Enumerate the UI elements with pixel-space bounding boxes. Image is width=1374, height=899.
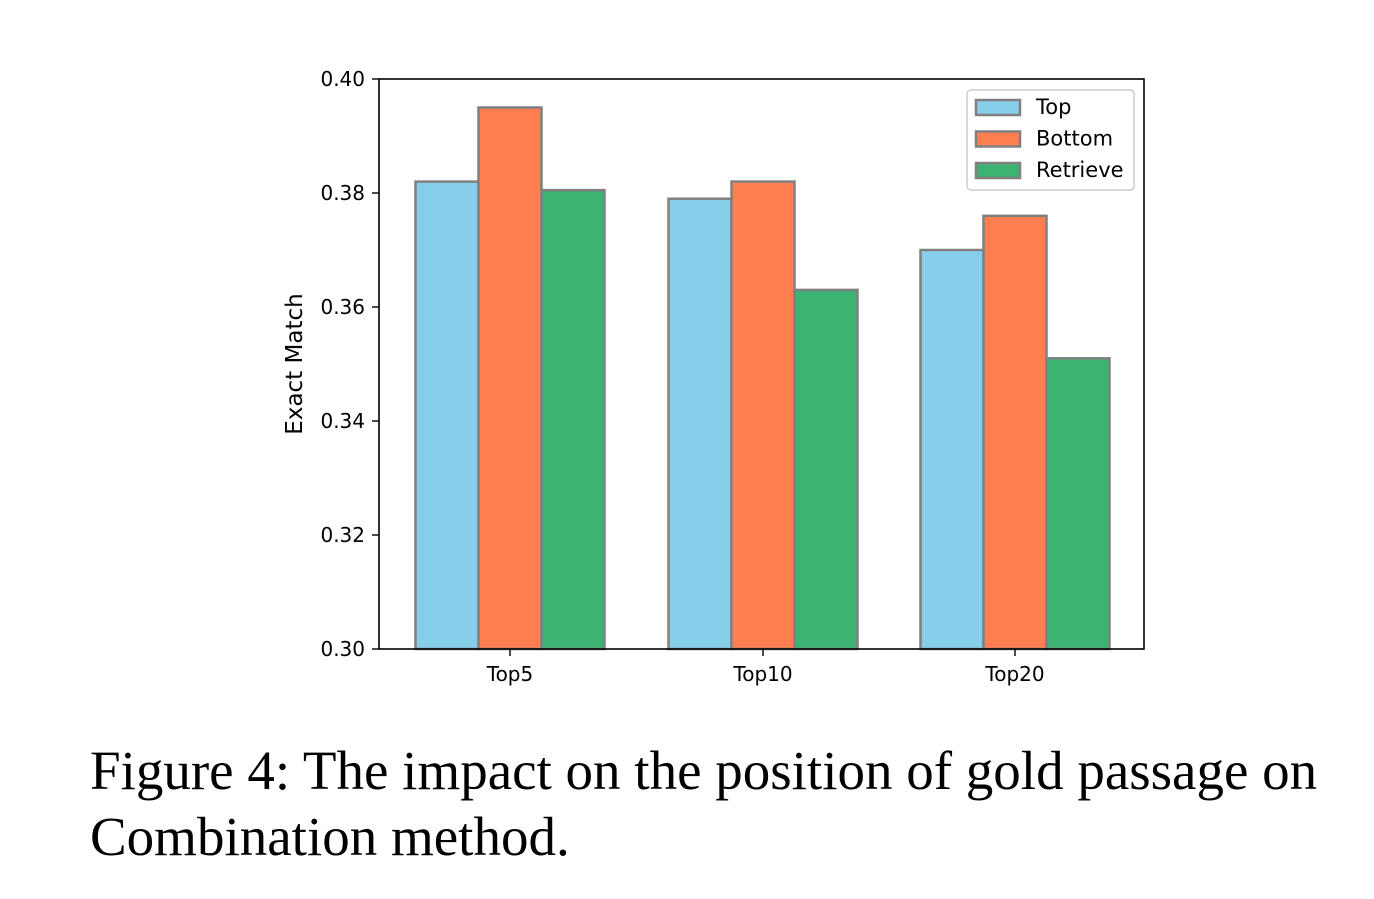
y-tick-label: 0.40 bbox=[320, 67, 365, 91]
bar-top-top10 bbox=[667, 197, 733, 651]
y-axis-label: Exact Match bbox=[282, 293, 308, 434]
legend-swatch-bottom bbox=[974, 130, 1022, 148]
legend-swatch-retrieve bbox=[974, 161, 1022, 180]
bar-top-top5 bbox=[414, 180, 480, 651]
y-tick-label: 0.34 bbox=[320, 409, 365, 433]
y-tick-label: 0.30 bbox=[320, 637, 365, 661]
figure-caption: Figure 4: The impact on the position of … bbox=[90, 740, 1318, 867]
y-axis: 0.30 0.32 0.34 0.36 0.38 0.40 bbox=[320, 67, 379, 661]
bar-bottom-top5 bbox=[477, 106, 543, 651]
y-tick-label: 0.36 bbox=[320, 295, 365, 319]
legend-label-bottom: Bottom bbox=[1036, 127, 1113, 151]
x-axis: Top5 Top10 Top20 bbox=[486, 649, 1045, 686]
legend-label-retrieve: Retrieve bbox=[1036, 158, 1124, 182]
legend-swatch-top bbox=[974, 98, 1022, 117]
y-tick-label: 0.32 bbox=[320, 523, 365, 547]
legend-label-top: Top bbox=[1035, 95, 1071, 119]
bar-chart: 0.300.320.340.360.380.40 Top5 Top10 Top20 … bbox=[282, 67, 1145, 686]
bar-top-top20 bbox=[919, 248, 985, 651]
bar-bottom-top10 bbox=[730, 180, 796, 651]
y-tick-label: 0.38 bbox=[320, 181, 365, 205]
bar-retrieve-top10 bbox=[793, 288, 859, 651]
plot-frame bbox=[378, 78, 1145, 650]
x-tick-label: Top10 bbox=[732, 662, 792, 686]
bar-retrieve-top20 bbox=[1045, 357, 1111, 651]
bar-bottom-top20 bbox=[982, 214, 1048, 651]
bars-group bbox=[414, 106, 1111, 651]
legend: Top Bottom Retrieve bbox=[966, 89, 1135, 191]
x-tick-label: Top5 bbox=[486, 662, 533, 686]
bar-retrieve-top5 bbox=[540, 188, 606, 651]
x-tick-label: Top20 bbox=[984, 662, 1044, 686]
